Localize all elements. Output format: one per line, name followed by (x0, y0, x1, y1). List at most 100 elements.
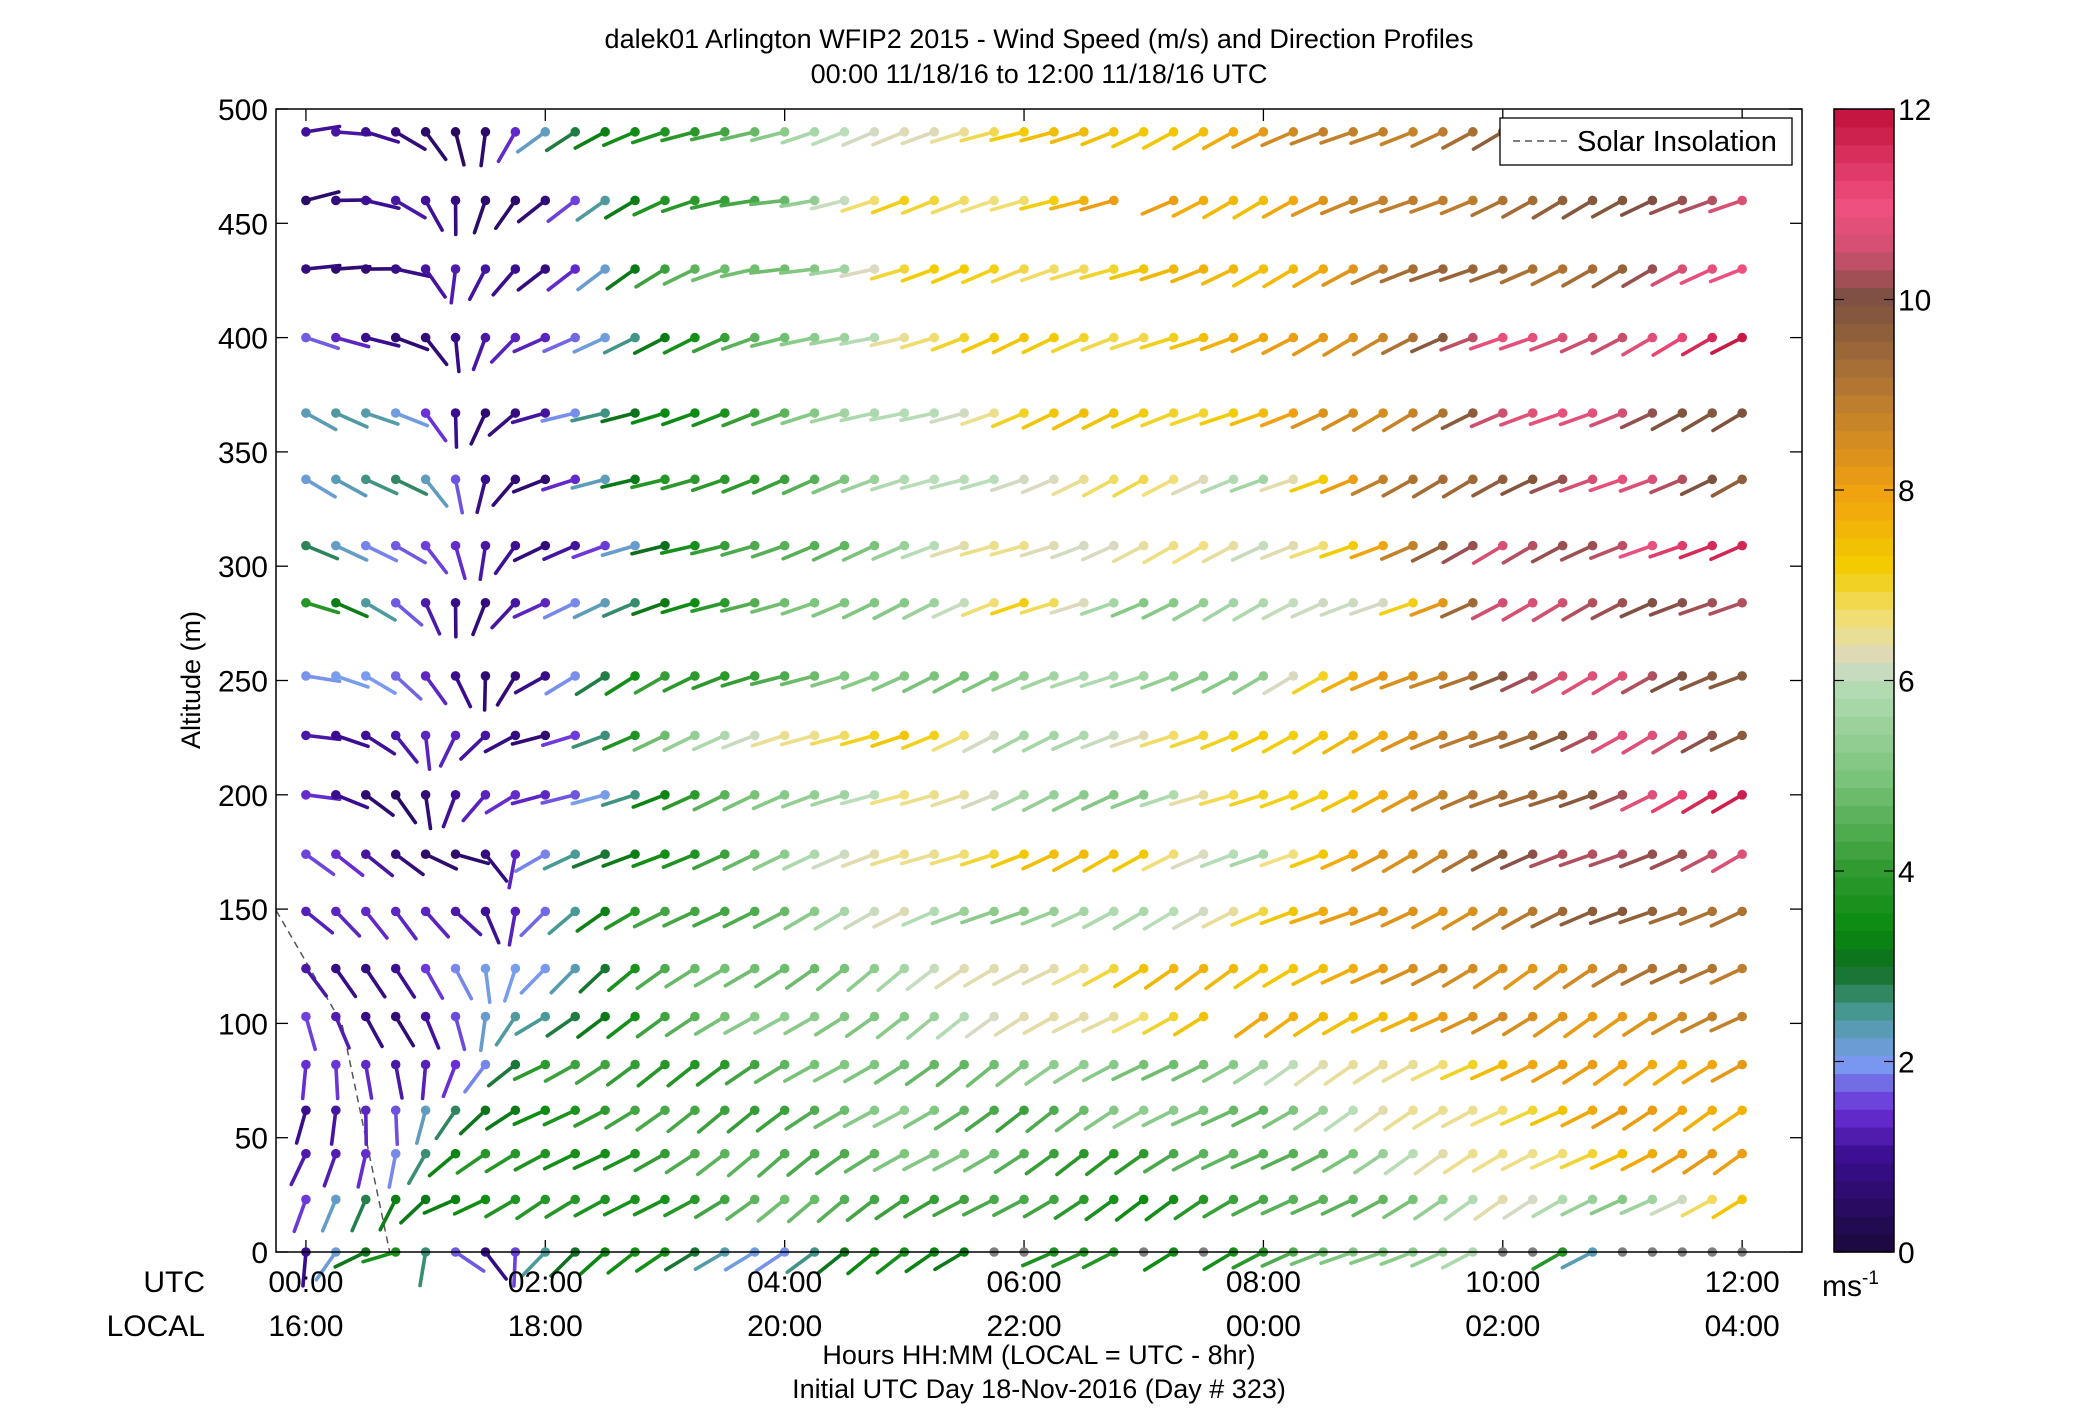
wind-barb-staff (393, 267, 431, 278)
wind-barb-staff (632, 909, 667, 929)
wind-barb-staff (964, 1014, 996, 1039)
wind-barb-staff (1141, 600, 1176, 620)
wind-barb-staff (1199, 411, 1236, 426)
wind-barb-dot (1587, 1148, 1598, 1159)
wind-barb-staff (1201, 674, 1236, 694)
wind-barb-staff (723, 1250, 757, 1272)
wind-barb-dot (1438, 1011, 1448, 1022)
wind-barb-staff (632, 198, 667, 217)
wind-barb-dot (1378, 597, 1388, 608)
wind-barb-dot (690, 906, 700, 917)
wind-barb-staff (1323, 1062, 1355, 1086)
wind-barb-dot (959, 790, 969, 800)
wind-barb-dot (1497, 474, 1508, 485)
wind-barb-dot (420, 474, 431, 485)
wind-barb-staff (540, 792, 578, 805)
wind-barb-staff (749, 267, 787, 275)
wind-barb-staff (630, 130, 667, 145)
wind-barb-dot (600, 408, 610, 418)
wind-barb-dot (600, 264, 610, 274)
wind-barb-dot (360, 730, 371, 741)
wind-barb-dot (600, 963, 610, 974)
wind-barb-staff (900, 733, 937, 750)
wind-barb-dot (600, 1194, 610, 1205)
wind-barb-dot (869, 906, 880, 917)
wind-barb-staff (540, 733, 578, 748)
wind-barb-staff (573, 1108, 607, 1128)
wind-barb-dot (510, 127, 521, 137)
wind-barb-dot (959, 963, 969, 974)
wind-barb-dot (1019, 332, 1029, 343)
wind-barb-staff (903, 1197, 937, 1219)
wind-barb-dot (809, 1059, 820, 1070)
wind-barb-dot (1737, 730, 1747, 741)
wind-barb-staff (902, 1151, 937, 1172)
wind-barb-dot (1019, 1148, 1029, 1159)
wind-barb-staff (399, 1197, 428, 1225)
wind-barb-dot (510, 264, 521, 274)
wind-barb-staff (512, 543, 548, 563)
wind-barb-staff (1292, 733, 1326, 755)
x-axis-label-line-1: Hours HH:MM (LOCAL = UTC - 8hr) (822, 1340, 1255, 1370)
wind-barb-dot (1617, 906, 1628, 917)
wind-barb-staff (875, 1014, 907, 1040)
wind-barb-dot (1497, 671, 1508, 681)
wind-barb-dot (1737, 474, 1747, 485)
wind-barb-dot (540, 849, 551, 860)
colorbar-band (1834, 430, 1894, 449)
wind-barb-staff (363, 543, 399, 563)
wind-barb-staff (1500, 477, 1535, 496)
wind-barb-staff (1710, 1062, 1744, 1083)
wind-barb-staff (1202, 1062, 1236, 1083)
wind-barb-staff (993, 1151, 1026, 1175)
wind-barb-staff (515, 130, 548, 154)
wind-barb-dot (809, 1194, 820, 1205)
wind-barb-staff (1019, 600, 1056, 615)
wind-barb-dot (660, 730, 670, 741)
wind-barb-dot (1138, 1194, 1149, 1205)
wind-barb-dot (1378, 1194, 1388, 1205)
wind-barb-dot (630, 849, 640, 860)
wind-barb-staff (1110, 411, 1146, 429)
wind-barb-staff (871, 543, 907, 561)
wind-barb-staff (1619, 198, 1655, 217)
wind-barb-staff (363, 335, 401, 348)
colorbar-band (1834, 1126, 1894, 1146)
wind-barb-staff (1231, 1108, 1266, 1128)
wind-barb-staff (423, 792, 433, 831)
wind-barb-staff (1410, 966, 1445, 987)
wind-barb-dot (1677, 1148, 1688, 1159)
wind-barb-staff (1083, 1108, 1116, 1131)
wind-barb-dot (1557, 1105, 1568, 1116)
wind-barb-dot (1348, 408, 1358, 418)
wind-barb-staff (811, 130, 847, 147)
wind-barb-dot (1348, 195, 1358, 206)
wind-barb-staff (635, 1014, 667, 1039)
y-tick-label: 350 (218, 437, 268, 470)
wind-barb-staff (1588, 852, 1625, 868)
wind-barb-dot (660, 1194, 670, 1205)
wind-barb-staff (490, 600, 518, 630)
wind-barb-staff (1349, 600, 1385, 616)
wind-barb-staff (334, 966, 358, 999)
colorbar-band (1834, 251, 1894, 271)
wind-barb-dot (450, 264, 461, 274)
wind-barb-dot (899, 408, 910, 418)
wind-barb-staff (1202, 1197, 1236, 1219)
wind-barb-staff (719, 130, 757, 142)
wind-barb-dot (1318, 849, 1329, 860)
wind-barb-dot (1408, 1194, 1418, 1205)
wind-barb-dot (1348, 671, 1358, 681)
wind-barbs (289, 124, 1747, 1288)
wind-barb-staff (873, 1062, 907, 1085)
wind-barb-staff (519, 909, 548, 938)
colorbar-band (1834, 769, 1894, 789)
wind-barb-dot (749, 597, 760, 608)
colorbar-band (1834, 216, 1894, 235)
wind-barb-staff (872, 600, 907, 621)
wind-barb-staff (1289, 543, 1326, 559)
wind-barb-staff (1498, 733, 1535, 749)
wind-barb-staff (869, 411, 907, 422)
wind-barb-dot (1019, 906, 1029, 917)
wind-barb-staff (322, 1151, 338, 1188)
